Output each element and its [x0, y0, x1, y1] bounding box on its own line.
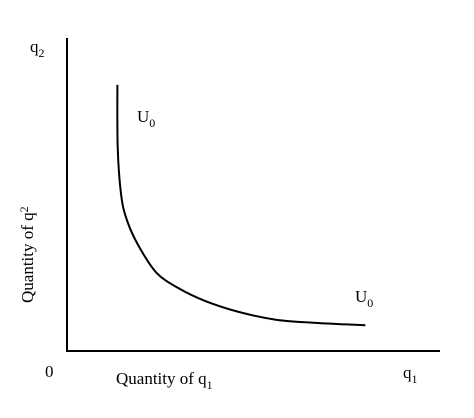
x-axis-title: Quantity of q1 — [116, 369, 213, 392]
origin-label: 0 — [45, 362, 54, 381]
curve-label-end: U0 — [355, 287, 373, 310]
y-axis-title: Quantity of q2 — [17, 206, 37, 303]
indifference-curve — [116, 84, 366, 327]
y-axis-end-label: q2 — [30, 37, 45, 60]
curve-label-top: U0 — [137, 107, 155, 130]
x-axis-end-label: q1 — [403, 363, 418, 386]
